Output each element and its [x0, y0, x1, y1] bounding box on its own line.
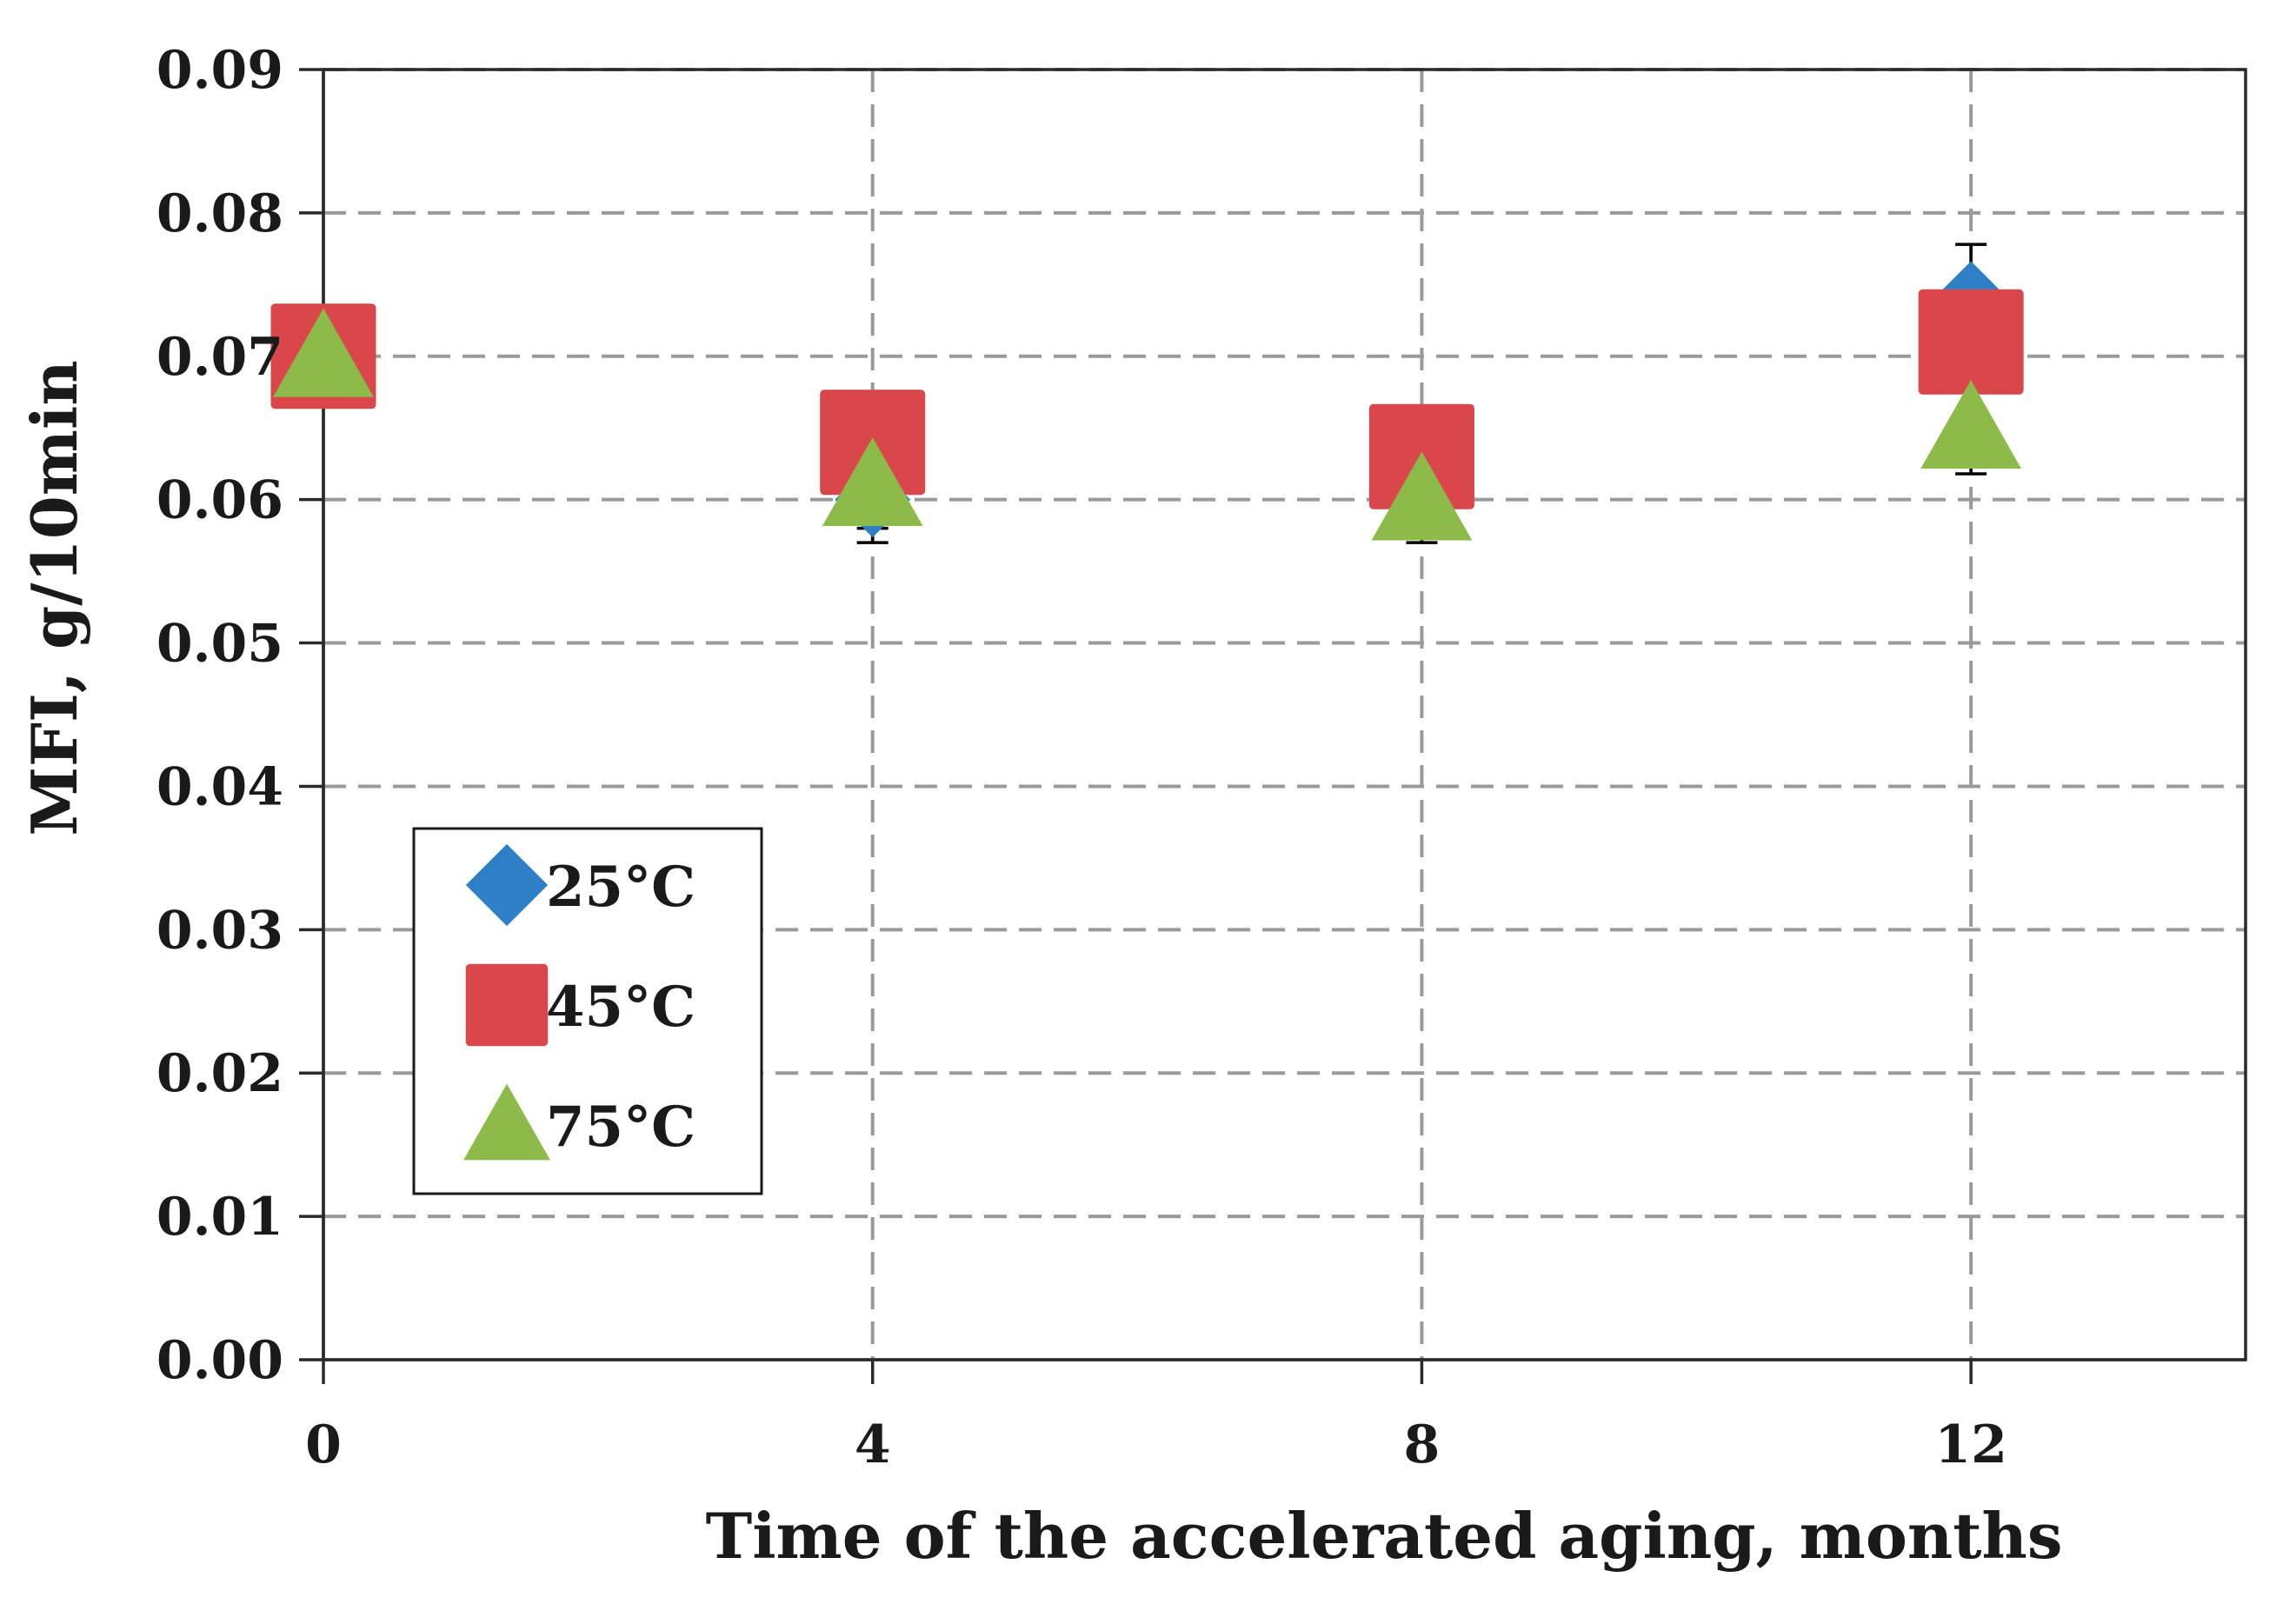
axes [299, 68, 2246, 1384]
y-tick-label: 0.02 [156, 1043, 283, 1104]
point-triangle [1920, 380, 2021, 469]
point-square [1918, 289, 2024, 395]
y-tick-label: 0.00 [156, 1330, 283, 1391]
x-tick-label: 0 [305, 1415, 342, 1475]
y-tick-label: 0.09 [156, 40, 283, 101]
legend-label: 75°C [546, 1095, 695, 1160]
point-triangle [1371, 451, 1473, 541]
legend-label: 45°C [546, 975, 695, 1040]
legend-marker-triangle [463, 1083, 550, 1161]
legend-marker-diamond [465, 843, 549, 927]
y-tick-label: 0.04 [156, 756, 283, 817]
point-triangle [822, 437, 923, 527]
data-markers [270, 261, 2024, 541]
y-tick-label: 0.01 [156, 1187, 283, 1248]
y-tick-labels: 0.00 0.01 0.02 0.03 0.04 0.05 0.06 0.07 0.08 0.09 [156, 40, 283, 1391]
y-tick-label: 0.08 [156, 183, 283, 244]
y-tick-label: 0.07 [156, 327, 283, 388]
y-tick-label: 0.05 [156, 614, 283, 675]
legend-label: 25°C [546, 855, 695, 920]
legend-marker-square [465, 963, 549, 1047]
x-tick-label: 8 [1404, 1415, 1441, 1475]
x-axis-title: Time of the accelerated aging, months [706, 1499, 2063, 1573]
x-tick-labels: 0 4 8 12 [305, 1415, 2007, 1475]
y-tick-label: 0.03 [156, 900, 283, 961]
legend: 25°C 45°C 75°C [412, 827, 763, 1195]
y-tick-label: 0.06 [156, 470, 283, 531]
x-tick-label: 4 [855, 1415, 891, 1475]
x-tick-label: 12 [1934, 1415, 2007, 1475]
point-triangle [273, 308, 374, 397]
y-axis-title: MFI, g/10min [17, 360, 91, 835]
